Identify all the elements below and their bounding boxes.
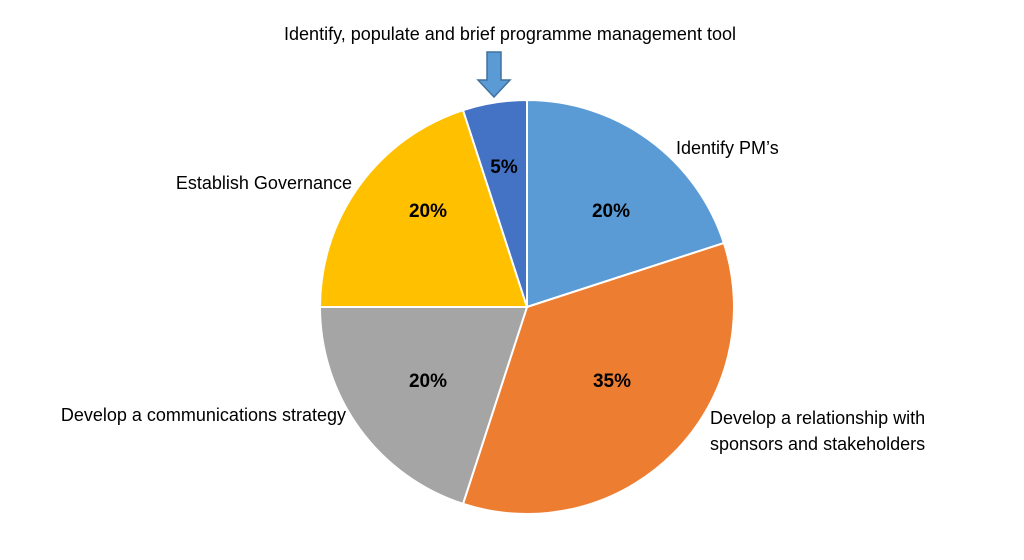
category-label-identify-pms: Identify PM’s bbox=[676, 138, 779, 158]
category-label-line: sponsors and stakeholders bbox=[710, 434, 925, 454]
percentage-label-programme-management-tool: 5% bbox=[490, 157, 518, 178]
pie-slice-develop-relationship bbox=[461, 241, 735, 515]
category-label-programme-management-tool: Identify, populate and brief programme m… bbox=[284, 24, 736, 44]
percentage-labels: 20% 35% 20% 20% 5% bbox=[409, 157, 631, 392]
callout-arrow-icon bbox=[476, 51, 512, 99]
category-labels: Identify PM’s Develop a relationship with… bbox=[61, 24, 925, 454]
category-label-line: Establish Governance bbox=[176, 173, 352, 193]
pie-slices bbox=[318, 98, 735, 515]
category-label-line: Develop a communications strategy bbox=[61, 405, 346, 425]
category-label-establish-governance: Establish Governance bbox=[176, 173, 352, 193]
percentage-label-establish-governance: 20% bbox=[409, 201, 447, 222]
percentage-label-develop-relationship: 35% bbox=[593, 371, 631, 392]
pie-slice-identify-pms bbox=[526, 98, 726, 309]
pie-slice-establish-governance bbox=[318, 108, 529, 308]
pie-slice-communications-strategy bbox=[318, 306, 529, 506]
pie-slice-programme-management-tool bbox=[461, 98, 528, 308]
percentage-label-communications-strategy: 20% bbox=[409, 371, 447, 392]
category-label-line: Identify, populate and brief programme m… bbox=[284, 24, 736, 44]
category-label-line: Identify PM’s bbox=[676, 138, 779, 158]
percentage-label-identify-pms: 20% bbox=[592, 201, 630, 222]
category-label-line: Develop a relationship with bbox=[710, 408, 925, 428]
category-label-develop-relationship: Develop a relationship with sponsors and … bbox=[710, 408, 925, 454]
category-label-communications-strategy: Develop a communications strategy bbox=[61, 405, 346, 425]
